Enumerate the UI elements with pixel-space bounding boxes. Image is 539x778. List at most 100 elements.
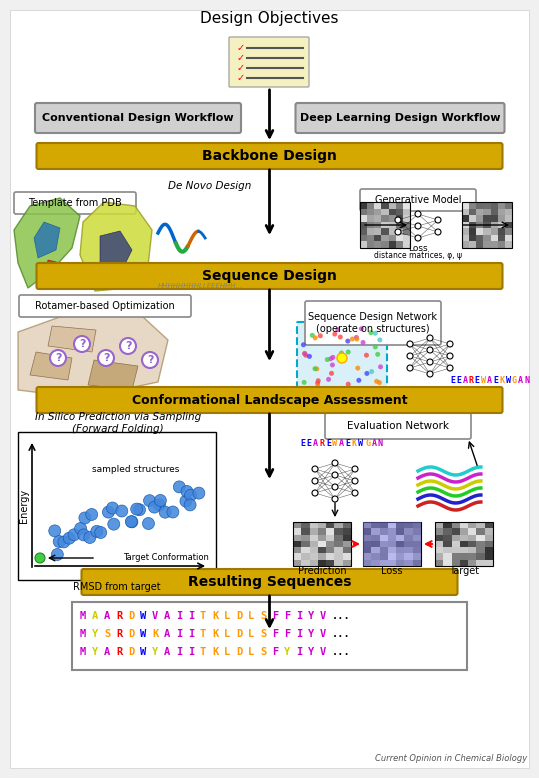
Text: R: R <box>116 629 122 639</box>
Bar <box>469 235 476 241</box>
Text: K: K <box>212 647 218 657</box>
Polygon shape <box>80 202 152 291</box>
Circle shape <box>350 337 355 342</box>
Text: S: S <box>260 611 266 621</box>
Bar <box>343 534 351 541</box>
Bar <box>443 522 452 528</box>
Circle shape <box>407 353 413 359</box>
Bar <box>468 522 476 528</box>
Text: ...: ... <box>332 629 351 639</box>
Bar <box>360 202 367 209</box>
Text: R: R <box>116 647 122 657</box>
Bar <box>379 553 388 559</box>
Bar <box>343 553 351 559</box>
Bar <box>490 222 497 228</box>
Text: De Novo Design: De Novo Design <box>168 181 252 191</box>
Bar <box>309 528 318 534</box>
Bar <box>374 209 382 216</box>
Bar <box>360 222 367 228</box>
Bar <box>371 553 379 559</box>
Bar <box>505 209 512 216</box>
Bar <box>396 528 404 534</box>
Bar <box>435 522 443 528</box>
Text: I: I <box>188 629 194 639</box>
Circle shape <box>91 525 103 538</box>
Bar <box>452 522 460 528</box>
Bar <box>301 522 309 528</box>
Text: Current Opinion in Chemical Biology: Current Opinion in Chemical Biology <box>375 754 527 763</box>
Text: D: D <box>128 647 134 657</box>
Bar <box>318 553 326 559</box>
Text: I: I <box>176 647 182 657</box>
Text: I: I <box>296 629 302 639</box>
Text: E: E <box>456 376 461 384</box>
Circle shape <box>120 338 136 354</box>
Text: V: V <box>152 611 158 621</box>
Bar <box>379 522 388 528</box>
Circle shape <box>339 351 344 356</box>
Bar <box>301 541 309 547</box>
Text: Template from PDB: Template from PDB <box>28 198 122 208</box>
Bar <box>485 553 493 559</box>
Bar <box>469 222 476 228</box>
Bar <box>363 553 371 559</box>
Text: W: W <box>140 647 146 657</box>
Bar <box>360 216 367 222</box>
Bar <box>396 534 404 541</box>
Text: V: V <box>320 647 326 657</box>
Bar <box>452 528 460 534</box>
Circle shape <box>143 495 156 506</box>
Circle shape <box>302 380 307 385</box>
Text: D: D <box>236 647 242 657</box>
Text: Y: Y <box>308 647 314 657</box>
Bar <box>367 209 374 216</box>
Bar <box>293 559 301 566</box>
Bar <box>460 534 468 541</box>
Circle shape <box>315 384 320 389</box>
FancyBboxPatch shape <box>35 103 241 133</box>
Circle shape <box>159 506 171 518</box>
Circle shape <box>375 352 380 357</box>
Bar <box>497 216 505 222</box>
Bar <box>452 534 460 541</box>
Bar <box>389 202 396 209</box>
Bar <box>360 228 367 235</box>
Bar <box>334 522 343 528</box>
Bar <box>476 559 485 566</box>
Bar <box>497 222 505 228</box>
Circle shape <box>407 365 413 371</box>
Bar <box>403 241 410 248</box>
Bar <box>360 241 367 248</box>
Bar <box>309 522 318 528</box>
Text: F: F <box>284 611 290 621</box>
Circle shape <box>86 509 98 520</box>
Bar <box>363 534 371 541</box>
Text: L: L <box>224 611 230 621</box>
Text: L: L <box>248 629 254 639</box>
Circle shape <box>427 371 433 377</box>
Bar <box>404 528 413 534</box>
Circle shape <box>415 235 421 241</box>
Polygon shape <box>30 352 72 380</box>
Bar <box>334 528 343 534</box>
Bar <box>452 547 460 553</box>
Bar <box>443 528 452 534</box>
Circle shape <box>368 330 374 335</box>
Bar <box>452 553 460 559</box>
Bar <box>460 553 468 559</box>
Bar <box>468 547 476 553</box>
Bar <box>485 547 493 553</box>
Bar <box>460 528 468 534</box>
Bar <box>403 202 410 209</box>
FancyBboxPatch shape <box>295 103 505 133</box>
Circle shape <box>51 548 63 560</box>
Bar <box>490 235 497 241</box>
Text: A: A <box>487 376 492 384</box>
Text: G: G <box>512 376 517 384</box>
Text: W: W <box>140 611 146 621</box>
Circle shape <box>107 502 119 514</box>
Circle shape <box>184 499 196 511</box>
Text: RMSD from target: RMSD from target <box>73 582 161 592</box>
Bar <box>476 534 485 541</box>
Circle shape <box>345 338 350 344</box>
